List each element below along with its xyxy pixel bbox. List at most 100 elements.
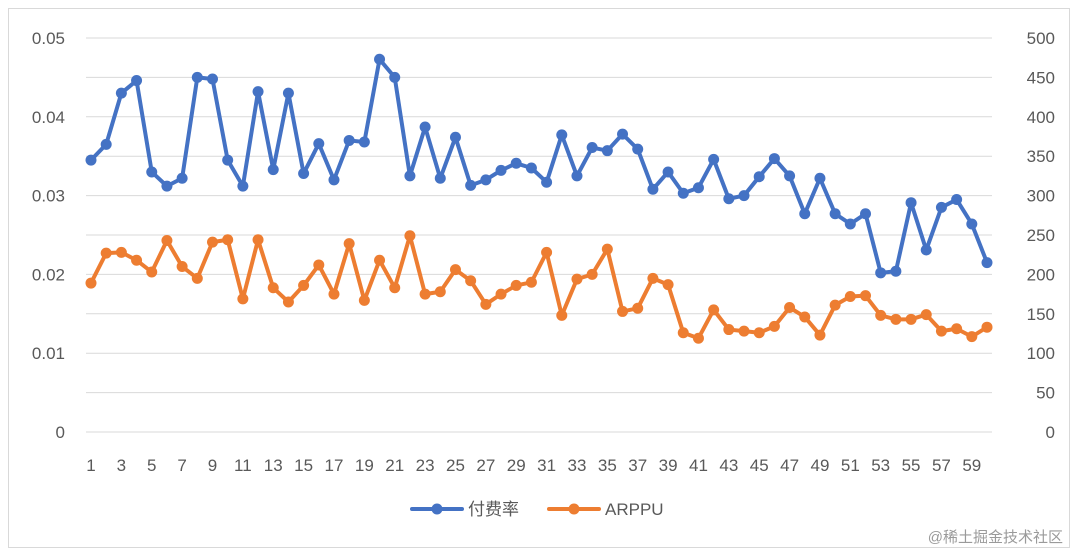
pay-rate-data-point	[920, 244, 932, 256]
x-tick-label: 21	[385, 456, 404, 475]
pay-rate-data-point	[267, 164, 279, 176]
pay-rate-data-point	[328, 174, 340, 186]
x-tick-label: 9	[208, 456, 217, 475]
pay-rate-data-point	[434, 172, 446, 184]
pay-rate-data-point	[814, 172, 826, 184]
y-right-tick-label: 100	[1027, 344, 1055, 363]
pay-rate-data-point	[829, 208, 841, 220]
arppu-data-point	[510, 279, 522, 291]
pay-rate-data-point	[176, 172, 188, 184]
series-layer	[85, 53, 993, 344]
pay-rate-data-point	[738, 190, 750, 202]
pay-rate-data-point	[237, 180, 249, 192]
pay-rate-data-point	[556, 129, 568, 141]
arppu-data-point	[434, 286, 446, 298]
x-tick-label: 57	[932, 456, 951, 475]
pay-rate-data-point	[844, 218, 856, 230]
arppu-data-point	[161, 235, 173, 247]
pay-rate-data-point	[692, 182, 704, 194]
arppu-data-point	[860, 290, 872, 302]
x-tick-label: 49	[810, 456, 829, 475]
arppu-data-point	[541, 246, 553, 258]
pay-rate-data-point	[966, 218, 978, 230]
arppu-data-point	[237, 293, 249, 305]
arppu-data-point	[222, 234, 234, 246]
pay-rate-data-point	[131, 75, 143, 87]
chart-frame: 0 0.01 0.02 0.03 0.04 0.05 0 50 100 150 200 250 300…	[8, 8, 1070, 548]
arppu-data-point	[131, 254, 143, 266]
y-axis-left: 0 0.01 0.02 0.03 0.04 0.05	[32, 29, 65, 442]
legend: 付费率 ARPPU	[410, 500, 664, 519]
arppu-data-point	[905, 313, 917, 325]
x-tick-label: 55	[902, 456, 921, 475]
arppu-data-point	[115, 246, 127, 258]
arppu-data-point	[282, 296, 294, 308]
y-left-tick-label: 0.01	[32, 344, 65, 363]
x-tick-label: 19	[355, 456, 374, 475]
pay-rate-data-point	[875, 267, 887, 279]
x-tick-label: 7	[177, 456, 186, 475]
pay-rate-data-point	[860, 208, 872, 220]
legend-marker-pay-rate	[431, 503, 443, 515]
arppu-data-point	[525, 276, 537, 288]
arppu-data-point	[586, 268, 598, 280]
x-axis: 1 3 5 7 9 11 13 15 17 19 21 23 25 27 29 31 33 35 37 39 41 43 4…	[86, 456, 981, 475]
arppu-data-point	[935, 325, 947, 337]
x-tick-label: 31	[537, 456, 556, 475]
x-tick-label: 59	[962, 456, 981, 475]
arppu-data-point	[267, 282, 279, 294]
y-right-tick-label: 150	[1027, 305, 1055, 324]
arppu-data-point	[738, 325, 750, 337]
arppu-data-point	[358, 294, 370, 306]
x-tick-label: 11	[234, 456, 252, 475]
x-tick-label: 39	[659, 456, 678, 475]
pay-rate-data-point	[252, 86, 264, 98]
y-right-tick-label: 300	[1027, 187, 1055, 206]
x-tick-label: 27	[476, 456, 495, 475]
pay-rate-data-point	[222, 154, 234, 166]
arppu-data-point	[100, 247, 112, 259]
arppu-data-point	[692, 332, 704, 344]
line-chart: 0 0.01 0.02 0.03 0.04 0.05 0 50 100 150 200 250 300…	[32, 29, 1063, 546]
y-right-tick-label: 50	[1036, 384, 1055, 403]
arppu-data-point	[647, 272, 659, 284]
pay-rate-data-point	[298, 168, 310, 180]
pay-rate-data-point	[981, 257, 993, 269]
pay-rate-data-point	[313, 138, 325, 150]
arppu-data-point	[920, 309, 932, 321]
x-tick-label: 25	[446, 456, 465, 475]
pay-rate-data-point	[586, 142, 598, 154]
pay-rate-data-point	[480, 174, 492, 186]
x-tick-label: 3	[117, 456, 126, 475]
x-tick-label: 45	[750, 456, 769, 475]
arppu-data-point	[298, 279, 310, 291]
pay-rate-data-point	[632, 143, 644, 155]
pay-rate-data-point	[495, 164, 507, 176]
arppu-data-point	[449, 264, 461, 276]
pay-rate-data-point	[662, 166, 674, 178]
arppu-data-point	[981, 321, 993, 333]
pay-rate-data-point	[571, 170, 583, 182]
pay-rate-data-point	[343, 134, 355, 146]
pay-rate-data-point	[525, 162, 537, 174]
arppu-data-point	[617, 305, 629, 317]
arppu-data-point	[85, 277, 97, 289]
pay-rate-data-point	[85, 154, 97, 166]
arppu-data-point	[799, 311, 811, 323]
arppu-data-point	[708, 304, 720, 316]
arppu-data-point	[571, 273, 583, 285]
arppu-data-point	[723, 324, 735, 336]
pay-rate-data-point	[723, 193, 735, 205]
pay-rate-data-point	[799, 208, 811, 220]
y-left-tick-label: 0.04	[32, 108, 65, 127]
grid-lines	[86, 37, 992, 433]
pay-rate-data-point	[161, 180, 173, 192]
pay-rate-data-point	[282, 87, 294, 99]
arppu-data-point	[768, 320, 780, 332]
arppu-data-point	[146, 266, 158, 278]
arppu-data-point	[191, 272, 203, 284]
x-tick-label: 13	[264, 456, 283, 475]
x-tick-label: 43	[719, 456, 738, 475]
arppu-data-point	[480, 298, 492, 310]
pay-rate-data-point	[935, 201, 947, 213]
